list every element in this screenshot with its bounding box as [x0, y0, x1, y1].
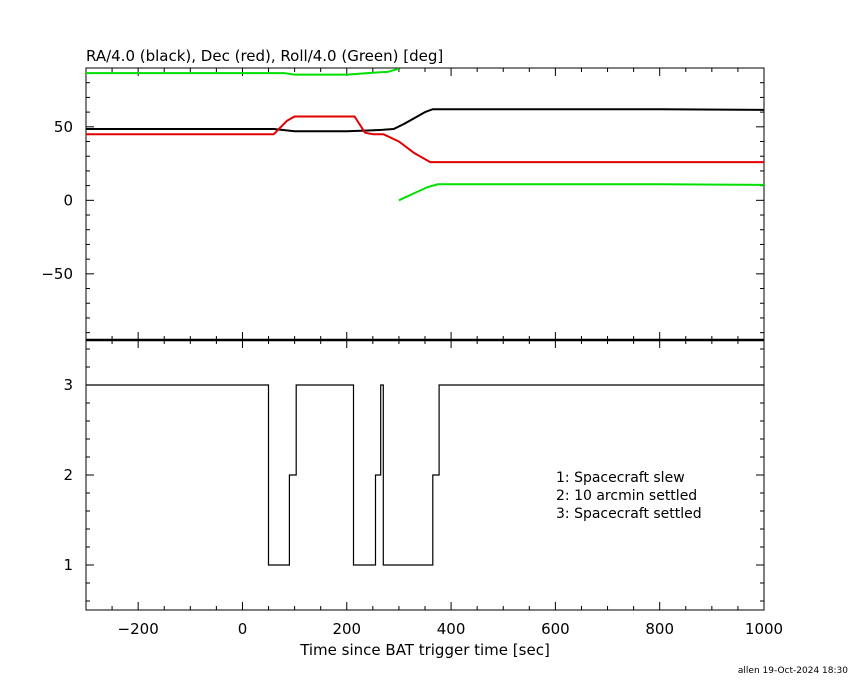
upper-panel-series — [86, 67, 765, 202]
x-axis-label: Time since BAT trigger time [sec] — [299, 641, 550, 659]
x-tick-label: −200 — [118, 620, 159, 638]
lower-panel-series — [86, 384, 764, 566]
settle-status-step-line — [86, 384, 764, 566]
x-tick-label: 200 — [332, 620, 361, 638]
legend-item-2: 2: 10 arcmin settled — [556, 488, 697, 504]
y-tick-label-lower: 1 — [63, 556, 73, 574]
series-line-roll-before — [86, 67, 400, 76]
y-tick-label-upper: −50 — [41, 265, 73, 283]
x-tick-label: 800 — [645, 620, 674, 638]
y-tick-label-lower: 2 — [63, 466, 73, 484]
series-line-roll-after — [398, 183, 765, 202]
y-tick-label-lower: 3 — [63, 376, 73, 394]
x-tick-label: 0 — [238, 620, 248, 638]
upper-panel-title: RA/4.0 (black), Dec (red), Roll/4.0 (Gre… — [86, 47, 443, 65]
y-tick-label-upper: 0 — [63, 191, 73, 209]
x-tick-label: 400 — [437, 620, 466, 638]
x-tick-label: 1000 — [745, 620, 783, 638]
legend-item-1: 1: Spacecraft slew — [556, 470, 685, 486]
y-tick-label-upper: 50 — [54, 118, 73, 136]
series-line-ra — [86, 108, 765, 133]
series-line-dec — [86, 115, 764, 164]
lower-panel-axis-ticks: −200 0 200 400 600 800 1000 1 2 3 — [63, 340, 783, 638]
x-tick-label: 600 — [541, 620, 570, 638]
upper-panel-axis-ticks: −50 0 50 — [41, 68, 765, 340]
footer-credit: allen 19-Oct-2024 18:30 — [738, 666, 848, 676]
legend-item-3: 3: Spacecraft settled — [556, 506, 702, 522]
